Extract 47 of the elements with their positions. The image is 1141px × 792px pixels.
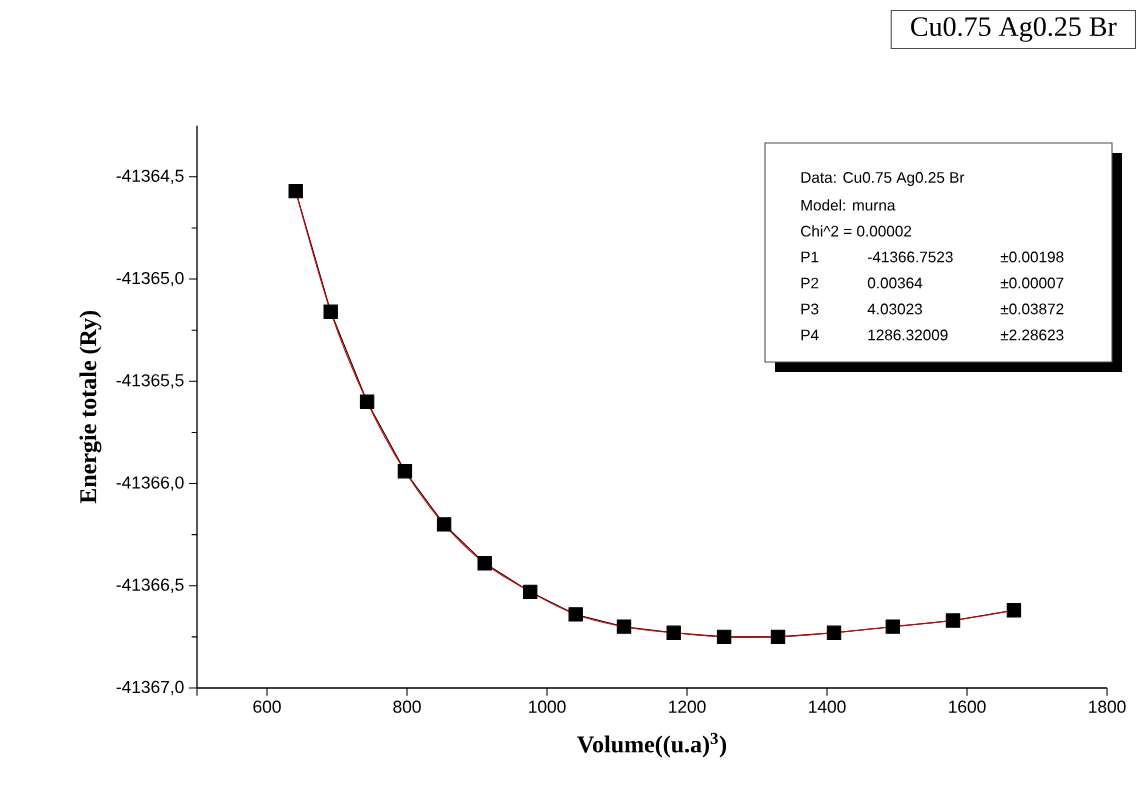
annotation: 1286.32009 <box>868 329 948 341</box>
annotation: ±0.00007 <box>1000 277 1064 289</box>
annotation: ±0.03872 <box>1000 303 1064 315</box>
point <box>616 619 632 634</box>
point <box>885 619 901 634</box>
y-tick-label: -41366,5 <box>116 578 184 593</box>
point <box>436 517 452 532</box>
x-tick-label: 1800 <box>1089 700 1126 713</box>
chart-title: Cu0.75 Ag0.25 Br <box>911 17 1117 42</box>
annotation: ±0.00198 <box>1000 251 1064 263</box>
point <box>568 607 583 622</box>
y-tick-label: -41366,0 <box>116 476 184 491</box>
annotation: Data: Cu0.75 Ag0.25 Br <box>801 172 965 186</box>
annotation: Chi^2 = 0.00002 <box>801 225 912 237</box>
x-tick-label: 600 <box>253 700 281 713</box>
annotation: -41366.7523 <box>867 251 953 263</box>
point <box>945 613 961 628</box>
annotation: Model: murna <box>801 199 896 211</box>
x-tick-label: 800 <box>393 700 421 713</box>
point <box>323 304 338 319</box>
x-tick-label: 1600 <box>949 700 986 713</box>
annotation: ±2.28623 <box>1000 329 1064 341</box>
annotation: P2 <box>801 277 819 289</box>
point <box>770 629 786 645</box>
point <box>477 556 492 571</box>
y-tick-label: -41367,0 <box>116 680 184 696</box>
x-tick-label: 1200 <box>669 700 706 713</box>
point <box>666 625 681 641</box>
x-tick-label: 1000 <box>529 700 566 713</box>
point <box>1006 603 1022 618</box>
annotation: P4 <box>801 329 819 341</box>
point <box>397 464 413 479</box>
annotation: 4.03023 <box>867 303 923 315</box>
annotation: P1 <box>801 251 819 263</box>
y-tick-label: -41364,5 <box>116 169 184 184</box>
y-axis-title: Energie totale (Ry) <box>79 311 102 504</box>
x-axis-title: Volume((u.a)$^{3}$) <box>577 732 727 758</box>
x-tick-label: 1400 <box>809 700 846 713</box>
point <box>523 584 538 600</box>
point <box>288 183 303 199</box>
point <box>826 625 842 641</box>
annotation: 0.00364 <box>867 277 923 289</box>
y-tick-label: -41365,5 <box>116 374 184 389</box>
y-tick-label: -41365,0 <box>116 271 184 287</box>
annotation: P3 <box>801 303 819 315</box>
point <box>716 629 732 645</box>
point <box>359 394 375 409</box>
